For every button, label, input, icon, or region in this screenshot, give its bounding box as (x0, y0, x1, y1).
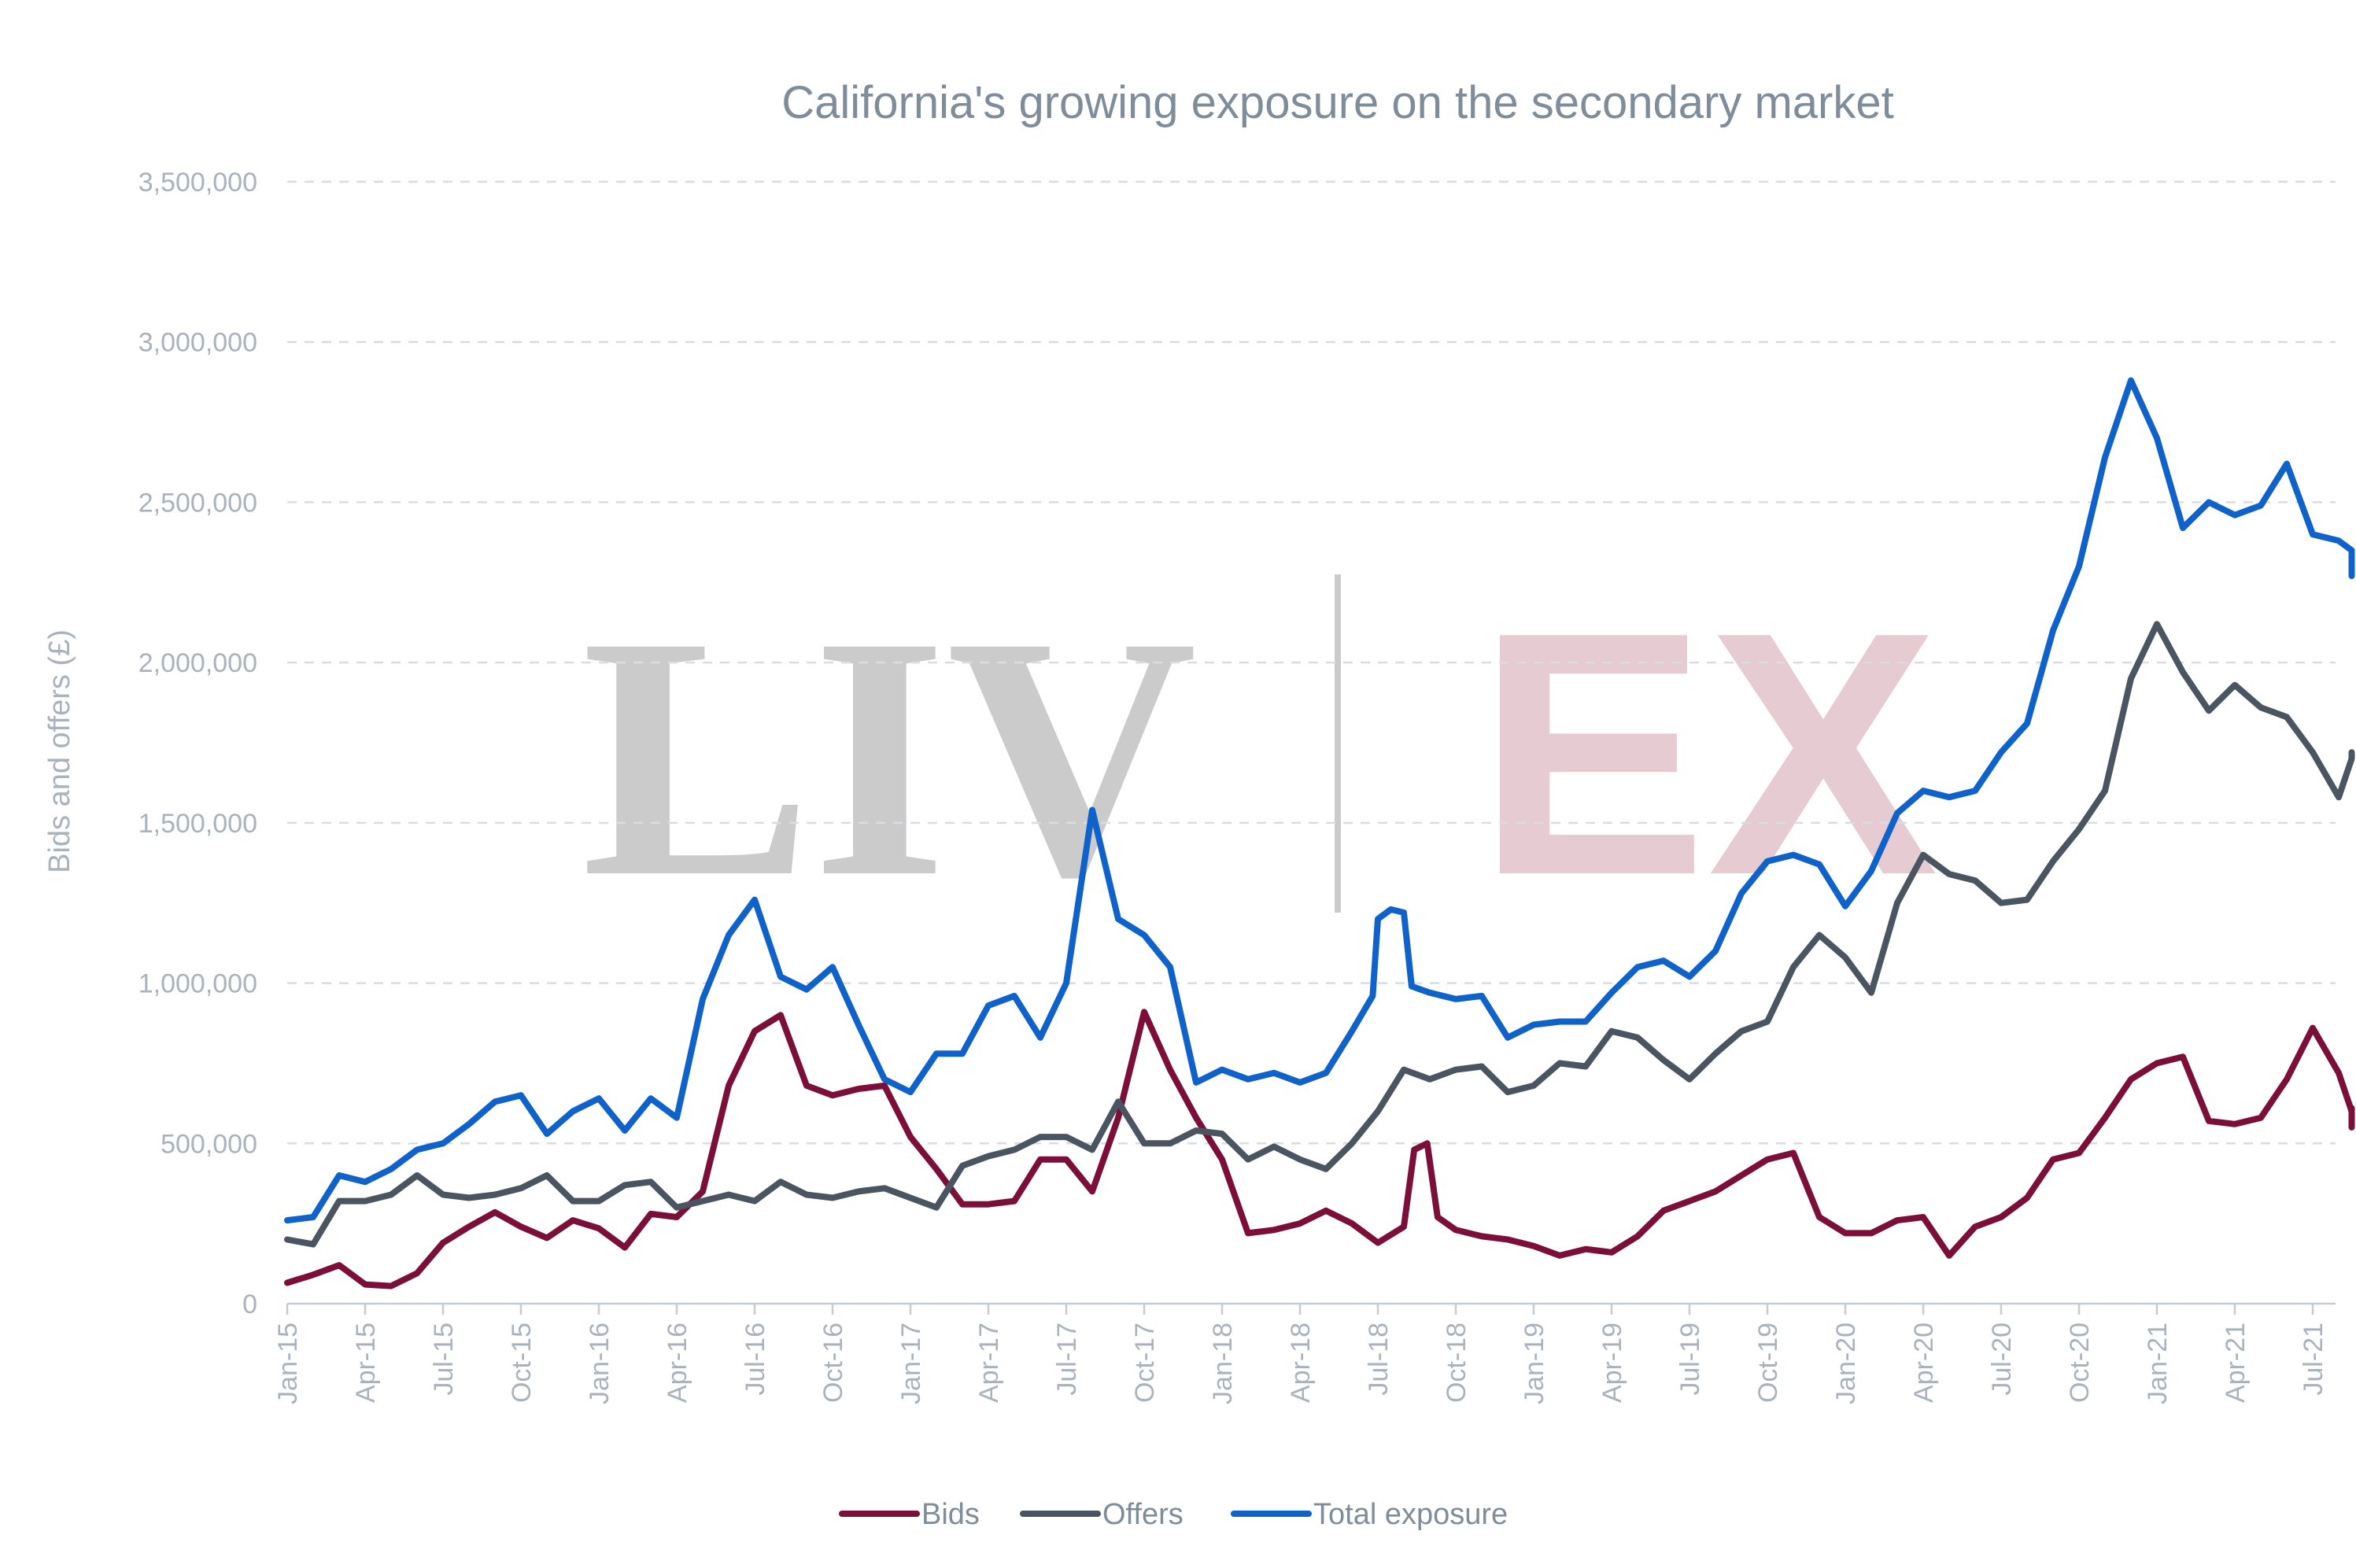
y-tick-label: 3,000,000 (138, 328, 257, 358)
x-tick-label: Jan-21 (2143, 1323, 2173, 1404)
watermark-divider (1335, 574, 1341, 913)
legend-label-offers: Offers (1102, 1498, 1184, 1531)
x-tick-label: Jul-15 (429, 1323, 459, 1396)
legend-label-bids: Bids (921, 1498, 980, 1531)
chart-title: California's growing exposure on the sec… (781, 77, 1893, 128)
x-tick-label: Apr-16 (663, 1323, 692, 1403)
series-line-offers (284, 621, 2355, 1248)
x-tick-label: Oct-17 (1130, 1323, 1160, 1403)
x-tick-label: Oct-18 (1442, 1323, 1472, 1403)
x-axis-ticks: Jan-15 Apr-15 Jul-15 Oct-15 Jan-16 Apr-16 Jul-… (273, 1304, 2328, 1404)
x-tick-label: Jan-16 (585, 1323, 615, 1404)
watermark-logo: LIV EX (582, 561, 1941, 949)
y-tick-label: 2,000,000 (138, 648, 257, 678)
x-tick-label: Jan-17 (896, 1323, 926, 1404)
x-tick-label: Apr-19 (1597, 1323, 1627, 1403)
watermark-right: EX (1477, 561, 1941, 947)
x-tick-label: Jan-15 (273, 1323, 303, 1404)
y-tick-label: 0 (242, 1289, 257, 1319)
x-tick-label: Oct-15 (507, 1323, 537, 1403)
y-axis-ticks: 0 500,000 1,000,000 1,500,000 2,000,000 2,500… (138, 168, 257, 1319)
x-tick-label: Jul-19 (1675, 1323, 1705, 1396)
x-tick-label: Jan-19 (1520, 1323, 1549, 1404)
series-lines (284, 377, 2355, 1289)
x-tick-label: Jan-18 (1208, 1323, 1238, 1404)
series-line-total-exposure (284, 377, 2355, 1224)
x-tick-label: Apr-15 (351, 1323, 381, 1403)
y-tick-label: 1,500,000 (138, 809, 257, 839)
x-tick-label: Jan-20 (1831, 1323, 1861, 1404)
x-tick-label: Oct-16 (818, 1323, 848, 1403)
y-tick-label: 3,500,000 (138, 168, 257, 197)
y-tick-label: 1,000,000 (138, 969, 257, 999)
x-tick-label: Jul-18 (1364, 1323, 1394, 1396)
legend-label-total-exposure: Total exposure (1313, 1498, 1508, 1531)
watermark-left: LIV (582, 566, 1197, 949)
y-tick-label: 2,500,000 (138, 488, 257, 518)
legend: Bids Offers Total exposure (839, 1498, 1508, 1531)
x-tick-label: Apr-17 (974, 1323, 1004, 1403)
x-tick-label: Jul-20 (1987, 1323, 2017, 1396)
x-tick-label: Apr-21 (2221, 1323, 2251, 1403)
series-line-bids (284, 1009, 2355, 1289)
y-tick-label: 500,000 (161, 1129, 257, 1159)
y-axis-label: Bids and offers (£) (43, 629, 76, 873)
x-tick-label: Oct-19 (1753, 1323, 1783, 1403)
x-tick-label: Oct-20 (2065, 1323, 2095, 1403)
gridlines (287, 180, 2336, 1305)
x-tick-label: Apr-18 (1286, 1323, 1316, 1403)
x-tick-label: Apr-20 (1909, 1323, 1939, 1403)
x-tick-label: Jul-21 (2299, 1323, 2328, 1396)
x-tick-label: Jul-17 (1052, 1323, 1082, 1396)
x-tick-label: Jul-16 (740, 1323, 770, 1396)
